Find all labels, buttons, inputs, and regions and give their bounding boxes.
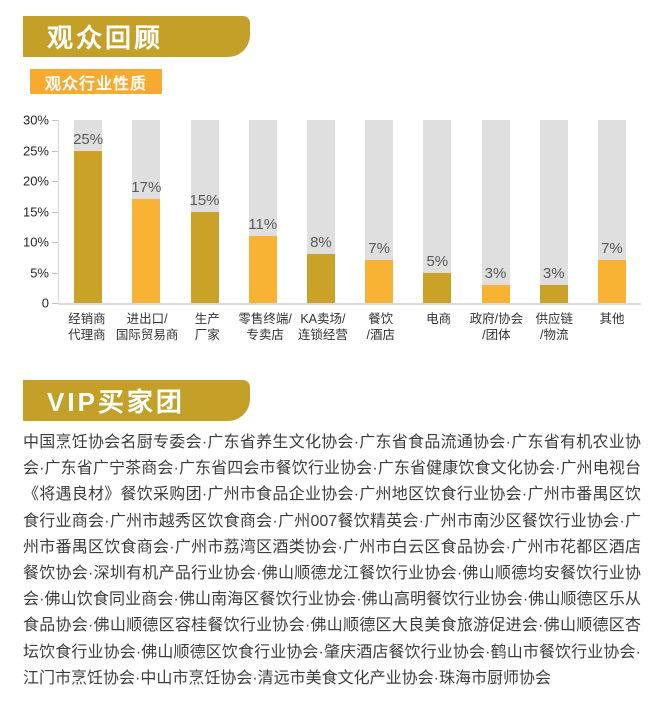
y-tick-mark: [52, 272, 58, 274]
x-axis-label-line: 其他: [599, 312, 625, 326]
bar-column: 3%: [466, 120, 524, 303]
x-axis-labels: 经销商 代理商 进出口/国际贸易商 生产 厂家 零售终端/专卖店 KA卖场/连锁经营 餐饮/酒…: [58, 311, 641, 343]
y-tick-label: 0: [41, 295, 49, 311]
chart-title-badge: 观众行业性质: [30, 69, 163, 94]
y-tick-label: 5%: [30, 265, 49, 280]
plot-area: 25% 17% 15% 11% 8% 7% 5% 3% 3% 7%: [58, 120, 641, 305]
bar-value-label: 3%: [484, 264, 507, 282]
bar: [248, 235, 277, 303]
x-axis-label-line: 政府/协会: [469, 312, 524, 326]
bar-value-label: 17%: [131, 179, 162, 197]
section-title-vip-buyers: VIP买家团: [47, 387, 185, 417]
bar-column: 5%: [408, 120, 466, 303]
y-tick-mark: [52, 303, 58, 304]
bar-value-label: 5%: [426, 252, 449, 270]
bar-column: 7%: [350, 120, 408, 303]
bar-value-label: 3%: [542, 264, 565, 282]
x-axis-label-line: 零售终端/: [238, 312, 292, 326]
x-axis-label-line: KA卖场/: [300, 312, 346, 326]
x-axis-label-line: 厂家: [194, 328, 220, 342]
x-axis-label: 生产 厂家: [178, 311, 236, 343]
y-tick-label: 25%: [22, 143, 49, 158]
x-axis-label: 政府/协会/团体: [467, 311, 525, 343]
bar: [423, 272, 452, 303]
y-tick-mark: [52, 181, 58, 182]
x-axis-label-line: 代理商: [68, 328, 106, 342]
bar-column: 8%: [292, 120, 350, 303]
bar-value-label: 7%: [368, 240, 390, 258]
x-axis-label-line: /物流: [539, 328, 569, 342]
bar: [365, 260, 394, 303]
y-tick-label: 30%: [22, 112, 49, 128]
x-axis-label-line: /酒店: [366, 328, 395, 342]
x-axis-label-line: 经销商: [68, 312, 106, 326]
x-axis-label: 电商: [410, 311, 468, 343]
section-title-audience-review: 观众回顾: [47, 23, 164, 53]
x-axis-label: 其他: [583, 311, 641, 343]
x-axis-label-line: 供应链: [535, 312, 573, 326]
bar: [481, 284, 510, 303]
bar-column: 17%: [117, 120, 175, 303]
y-tick-label: 20%: [22, 173, 49, 189]
bar: [539, 284, 568, 303]
y-tick-mark: [52, 211, 58, 213]
bar-column: 15%: [175, 120, 233, 303]
x-axis-label: 经销商 代理商: [58, 311, 116, 343]
bar-column: 3%: [525, 120, 583, 303]
x-axis-label: 供应链/物流: [525, 311, 583, 343]
chart-title-text: 观众行业性质: [45, 75, 148, 93]
bar: [597, 260, 626, 303]
visitor-industry-bar-chart: 30% 25% 20% 15% 10% 5% 0 25% 17% 15% 11% 8% 7% 5% 3% 3…: [22, 113, 641, 350]
bar-value-label: 15%: [189, 191, 220, 209]
y-tick-label: 15%: [22, 204, 49, 219]
x-axis-label: 零售终端/专卖店: [236, 311, 294, 343]
x-axis-label-line: 连锁经营: [297, 328, 348, 342]
x-axis-label-line: 餐饮: [368, 312, 394, 326]
y-axis: 30% 25% 20% 15% 10% 5% 0: [22, 113, 58, 311]
vip-buyers-association-list: 中国烹饪协会名厨专委会·广东省养生文化协会·广东省食品流通协会·广东省有机农业协…: [23, 434, 641, 687]
bar: [74, 150, 103, 303]
x-axis-label: 餐饮/酒店: [352, 311, 410, 343]
x-axis-label-line: /团体: [482, 328, 511, 342]
bar-value-label: 7%: [601, 240, 623, 258]
bar-value-label: 8%: [310, 234, 332, 252]
bar-value-label: 11%: [248, 215, 278, 233]
y-tick-mark: [52, 150, 58, 152]
y-tick-label: 10%: [22, 234, 49, 250]
y-tick-mark: [52, 242, 58, 243]
bar-column: 11%: [234, 120, 292, 303]
bar: [190, 211, 219, 303]
x-axis-label-line: 生产: [194, 312, 220, 326]
x-axis-label: 进出口/国际贸易商: [116, 311, 179, 343]
bar: [306, 254, 335, 303]
section-header-audience-review: 观众回顾: [23, 16, 250, 57]
x-axis-label-line: 国际贸易商: [115, 328, 179, 342]
bar-column: 25%: [59, 120, 117, 303]
bar-value-label: 25%: [73, 130, 104, 148]
bar-column: 7%: [583, 120, 641, 303]
x-axis-label-line: 专卖店: [246, 328, 284, 342]
section-header-vip-buyers: VIP买家团: [23, 380, 250, 421]
bar-track: [539, 120, 568, 303]
y-tick-mark: [52, 120, 58, 121]
bar-track: [481, 120, 510, 303]
x-axis-label-line: 电商: [426, 312, 452, 326]
x-axis-label-line: 进出口/: [126, 312, 168, 326]
x-axis-label: KA卖场/连锁经营: [294, 311, 352, 343]
bar: [132, 199, 161, 303]
